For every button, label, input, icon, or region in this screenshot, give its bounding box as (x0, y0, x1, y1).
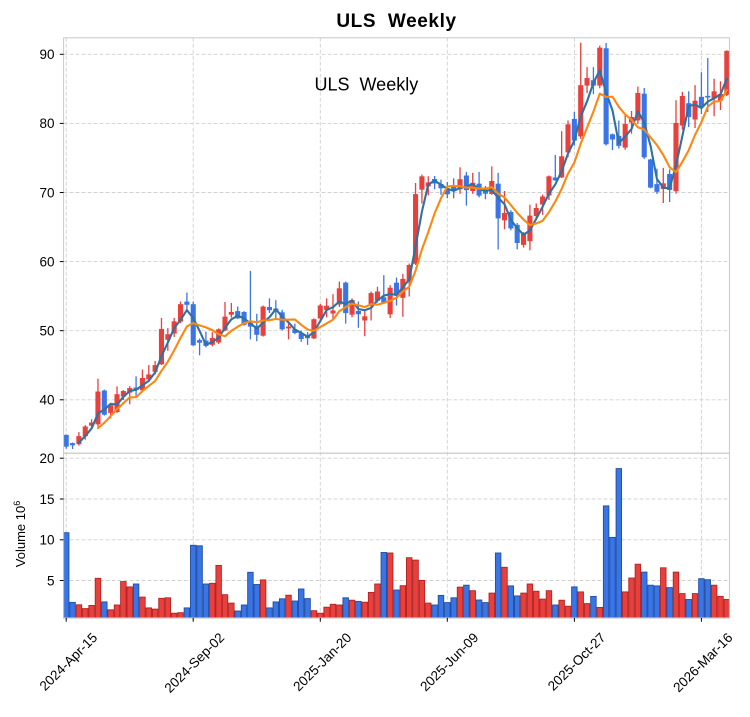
svg-text:ULS Weekly: ULS Weekly (315, 74, 419, 94)
svg-text:Volume 106: Volume 106 (12, 501, 28, 567)
svg-text:15: 15 (39, 492, 54, 507)
svg-text:ULS Weekly: ULS Weekly (336, 11, 456, 32)
svg-text:50: 50 (39, 324, 54, 339)
svg-text:60: 60 (39, 254, 54, 269)
svg-text:5: 5 (47, 573, 55, 588)
svg-text:20: 20 (39, 451, 54, 466)
svg-text:90: 90 (39, 47, 54, 62)
svg-text:40: 40 (39, 393, 54, 408)
svg-text:10: 10 (39, 533, 54, 548)
svg-text:80: 80 (39, 116, 54, 131)
svg-text:70: 70 (39, 185, 54, 200)
